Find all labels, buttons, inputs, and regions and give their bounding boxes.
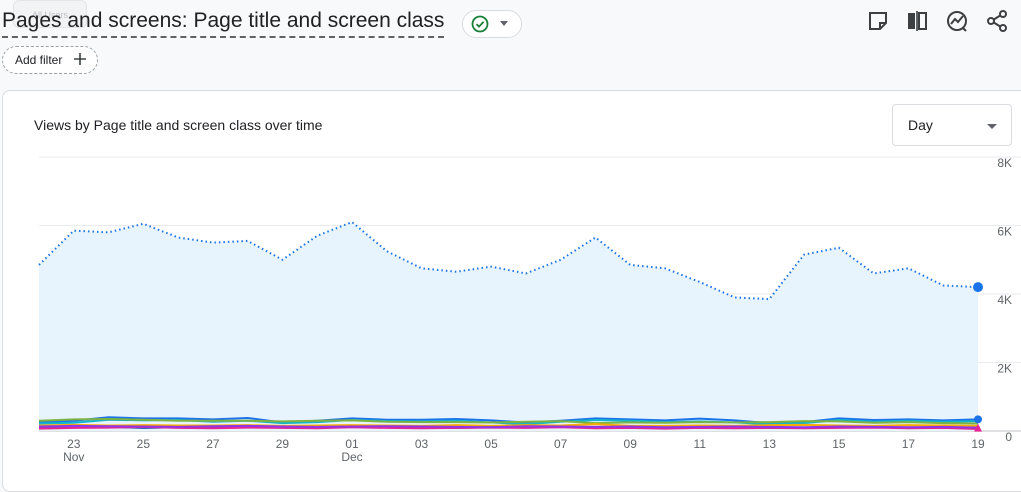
x-tick-label: 13 (763, 437, 777, 451)
x-tick-label: 05 (484, 437, 498, 451)
y-tick-label: 2K (997, 362, 1012, 376)
x-tick-label: 01 (345, 437, 359, 451)
series-line (38, 418, 979, 425)
x-tick-label: 19 (971, 437, 985, 451)
x-tick-month-label: Nov (63, 450, 84, 464)
chevron-down-icon (500, 21, 508, 26)
x-tick-label: 11 (694, 437, 707, 451)
y-tick-label: 0 (1005, 430, 1012, 444)
x-tick-label: 03 (415, 437, 429, 451)
series-area (39, 222, 978, 431)
series-end-marker (974, 423, 982, 432)
period-select[interactable]: Day (892, 104, 1012, 146)
share-icon[interactable] (985, 9, 1009, 33)
series-end-marker (973, 282, 983, 293)
status-chip[interactable] (462, 10, 522, 38)
add-filter-label: Add filter (15, 53, 63, 67)
chevron-down-icon (987, 124, 997, 129)
x-tick-label: 15 (832, 437, 846, 451)
plus-icon (74, 53, 86, 65)
chart-title: Views by Page title and screen class ove… (34, 117, 323, 133)
insights-icon[interactable] (945, 9, 969, 33)
series-line (38, 423, 979, 427)
page-title: Pages and screens: Page title and screen… (2, 8, 445, 38)
y-tick-label: 4K (997, 293, 1012, 307)
compare-columns-icon[interactable] (905, 9, 929, 33)
x-tick-label: 29 (276, 437, 290, 451)
edit-comparison-icon[interactable] (866, 9, 890, 33)
x-tick-label: 23 (67, 437, 81, 451)
status-check-icon (471, 15, 489, 33)
y-tick-label: 6K (997, 225, 1012, 239)
x-tick-label: 25 (137, 437, 151, 451)
x-tick-month-label: Dec (341, 450, 362, 464)
series-line (38, 220, 979, 301)
series-end-marker (974, 415, 982, 424)
series-line (38, 424, 979, 429)
x-tick-label: 07 (554, 437, 568, 451)
x-tick-label: 17 (902, 437, 916, 451)
y-tick-label: 8K (997, 156, 1012, 170)
x-tick-label: 09 (624, 437, 638, 451)
add-filter-button[interactable]: Add filter (2, 46, 98, 74)
period-select-value: Day (908, 117, 933, 133)
all-users-chip[interactable]: All Users (13, 0, 87, 28)
x-tick-label: 27 (206, 437, 220, 451)
series-line (38, 425, 979, 430)
